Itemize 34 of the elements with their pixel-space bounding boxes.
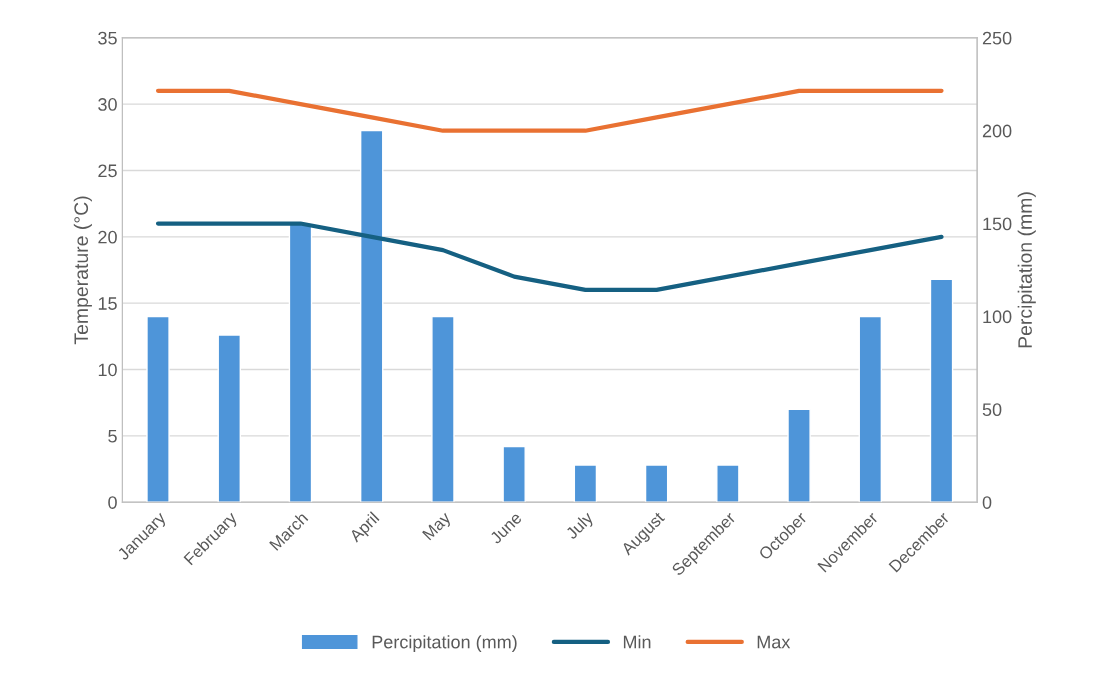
line-series — [155, 221, 944, 292]
y-tick-label: 15 — [98, 297, 117, 310]
y-tick-label: 20 — [98, 230, 117, 244]
y2-tick-label: 0 — [982, 496, 992, 509]
bar — [431, 315, 455, 503]
y-tick-label: 0 — [108, 496, 117, 509]
y-tick-label: 5 — [108, 429, 117, 443]
y2-tick-label: 150 — [983, 217, 1012, 231]
x-tick-label: May — [422, 510, 454, 543]
bar — [858, 315, 883, 503]
bar — [502, 445, 526, 503]
y-tick-label: 35 — [98, 31, 117, 45]
y-axis-title: Temperature (°C) — [73, 196, 92, 345]
bar — [359, 129, 384, 503]
y-tick-label: 10 — [98, 363, 117, 377]
y2-tick-label: 200 — [982, 124, 1012, 138]
y2-tick-label: 100 — [983, 310, 1012, 324]
bar — [929, 278, 954, 503]
bar — [217, 334, 241, 503]
y-tick-label: 25 — [98, 164, 117, 178]
y2-tick-label: 50 — [982, 403, 1002, 417]
legend-label: Percipitation (mm) — [372, 635, 517, 652]
line-series — [155, 88, 944, 133]
legend-label: Min — [623, 635, 651, 649]
bar — [787, 408, 811, 503]
legend-label: Max — [757, 635, 791, 649]
y-tick-label: 30 — [98, 98, 117, 111]
bar — [716, 464, 740, 503]
bar — [146, 315, 170, 503]
x-tick-label: July — [564, 510, 597, 543]
y2-tick-label: 250 — [982, 31, 1012, 45]
bar — [573, 464, 598, 503]
y2-axis-title: Percipitation (mm) — [1017, 192, 1036, 348]
bar — [644, 464, 669, 503]
